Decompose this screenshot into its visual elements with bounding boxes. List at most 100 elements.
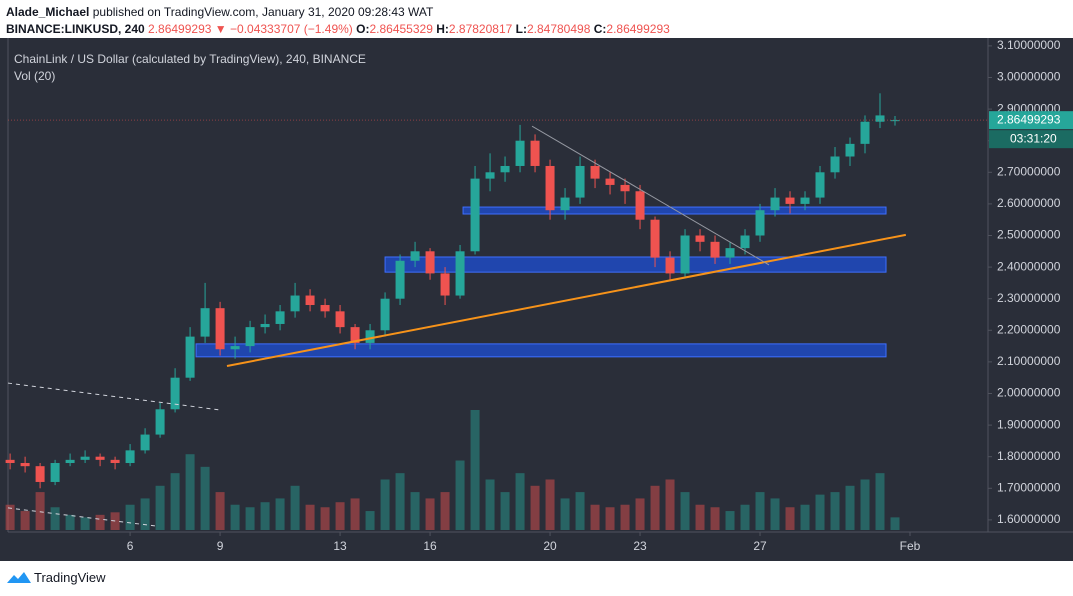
candle-body [230,346,240,350]
y-tick-label: 2.70000000 [997,164,1061,178]
candle-body [545,165,555,211]
x-tick-label: 6 [127,539,134,553]
candle-body [755,210,765,236]
trend-line [7,507,156,527]
last-price-box [989,111,1073,130]
candle-body [65,459,75,464]
support-zone [195,343,887,358]
candle-body [830,156,840,173]
x-tick-label: 16 [423,539,437,553]
ohlc-line: BINANCE:LINKUSD, 240 2.86499293 ▼ −0.043… [6,22,670,36]
volume-bar [35,492,45,530]
y-tick-label: 1.90000000 [997,417,1061,431]
trend-line [7,382,221,411]
logo [7,572,31,583]
x-tick-label: 20 [543,539,557,553]
candle-body [275,311,285,324]
volume-bar [20,511,30,530]
l-label: L: [515,22,527,36]
chart-bg [0,38,1073,561]
candle-body [200,308,210,337]
volume-bar [335,502,345,530]
candle-body [605,178,615,185]
candle-body [335,311,345,328]
volume-bar [155,485,165,530]
volume-bar [95,514,105,530]
volume-bar [410,492,420,530]
volume-bar [350,498,360,530]
volume-bar [680,492,690,530]
candle-body [260,323,270,328]
candle-body [20,463,30,467]
y-tick-label: 2.20000000 [997,322,1061,336]
last: 2.86499293 [148,22,212,36]
candle-body [725,248,735,258]
candle-body [650,219,660,258]
h-label: H: [436,22,449,36]
l: 2.84780498 [526,22,591,36]
logo-shape [7,572,31,583]
volume-bar [515,473,525,530]
volume-bar [860,479,870,530]
volume-bar [305,504,315,530]
volume-bar [650,485,660,530]
volume-bar [470,410,480,530]
volume-bar [170,473,180,530]
candle-body [800,197,810,204]
volume-bar [560,498,570,530]
candle-body [290,295,300,312]
volume-bar [185,454,195,530]
publish-line: Alade_Michael published on TradingView.c… [6,5,433,19]
candle-body [845,143,855,157]
candle-body [815,172,825,198]
volume-bar [80,517,90,530]
volume-bar [440,492,450,530]
symbol: BINANCE:LINKUSD, 240 [6,22,145,36]
support-zone [462,206,887,215]
trend-line [226,233,906,367]
y-tick-label: 2.10000000 [997,354,1061,368]
c: 2.86499293 [606,22,670,36]
y-tick-label: 2.30000000 [997,291,1061,305]
countdown-box [989,130,1073,149]
candle-body [530,140,540,166]
trend-line [531,125,770,266]
x-tick-label: Feb [900,539,921,553]
chart-title: ChainLink / US Dollar (calculated by Tra… [14,52,366,66]
volume-bar [230,504,240,530]
candle-body [305,295,315,306]
volume-bar [695,504,705,530]
candle-body [170,377,180,410]
volume-bar [785,507,795,530]
volume-bar [500,492,510,530]
candle-body [560,197,570,211]
candle-body [860,121,870,144]
volume-bar [50,507,60,530]
volume-bar [320,507,330,530]
volume-bar [65,514,75,530]
volume-bar [545,479,555,530]
candle-body [680,235,690,274]
candle-body [5,459,15,464]
candle-body [245,327,255,347]
volume-bar [200,466,210,530]
volume-bar [365,511,375,530]
volume-bar [455,460,465,530]
volume-bar [830,492,840,530]
volume-bar [575,492,585,530]
volume-bar [875,473,885,530]
candle-body [635,191,645,220]
y-tick-label: 2.60000000 [997,196,1061,210]
published: published on TradingView.com, January 31… [92,5,434,19]
candle-body [320,305,330,312]
volume-bar [140,498,150,530]
volume-bar [5,504,15,530]
candle-body [710,241,720,258]
brand: TradingView [34,570,106,585]
volume-bar [890,517,900,530]
volume-bar [590,504,600,530]
volume-bar [260,502,270,530]
volume-bar [725,511,735,530]
candle-body [455,251,465,296]
